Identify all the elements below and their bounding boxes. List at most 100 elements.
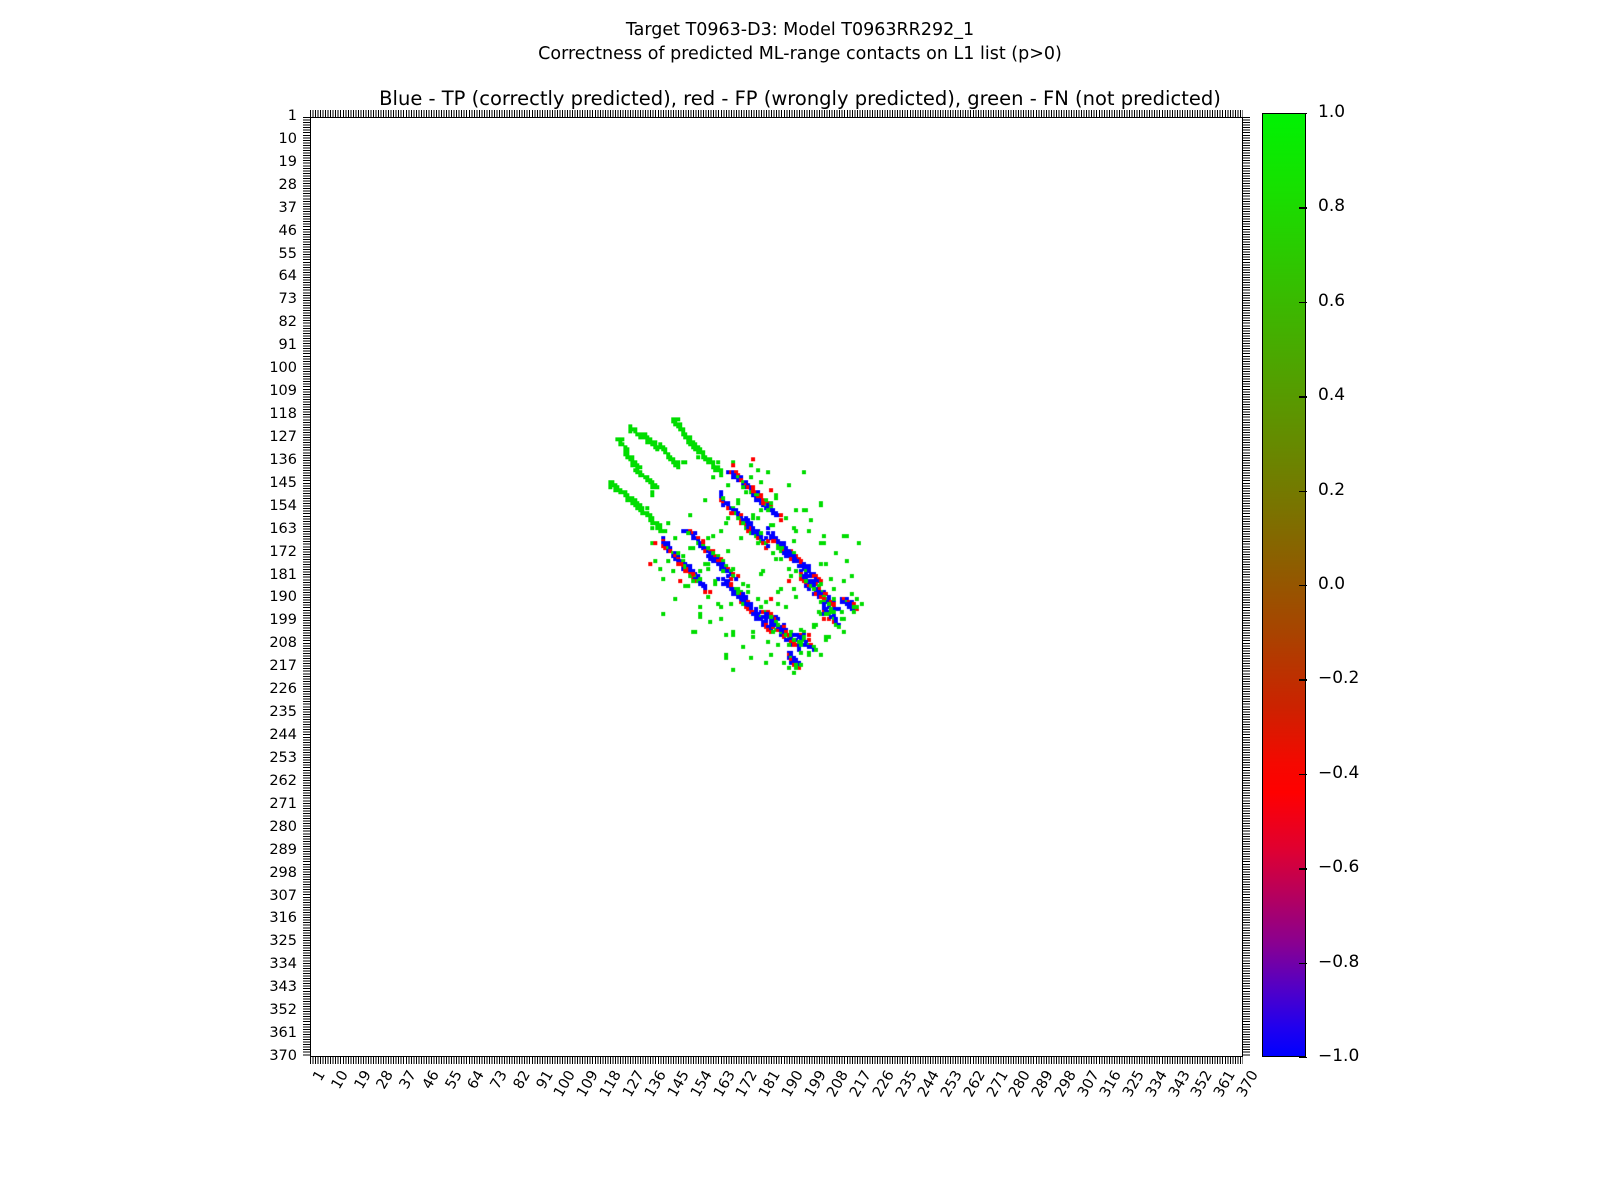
colorbar-tick-value: −0.8	[1318, 951, 1360, 972]
y-tick-value: 145	[269, 474, 297, 491]
x-tick-label: 1	[310, 1068, 329, 1084]
y-axis-right-minor-ticks	[1243, 117, 1250, 1057]
y-tick-value: 316	[269, 910, 297, 927]
y-tick-value: 181	[269, 566, 297, 583]
colorbar-tick-value: −0.4	[1318, 762, 1360, 783]
y-tick-value: 253	[269, 749, 297, 766]
figure-title: Target T0963-D3: Model T0963RR292_1 Corr…	[0, 18, 1600, 66]
colorbar-tick-value: −0.2	[1318, 668, 1360, 689]
color-legend-caption: Blue - TP (correctly predicted), red - F…	[379, 87, 1221, 110]
colorbar-tick-mark	[1299, 962, 1307, 964]
y-tick-value: 190	[269, 589, 297, 606]
x-tick-label: 19	[351, 1068, 375, 1092]
x-tick-label: 253	[938, 1068, 967, 1100]
x-tick-label: 46	[419, 1068, 443, 1092]
colorbar-tick-mark	[1299, 207, 1307, 209]
x-tick-label: 361	[1211, 1068, 1240, 1100]
y-tick-value: 73	[278, 291, 297, 308]
y-tick-value: 361	[269, 1025, 297, 1042]
y-tick-value: 244	[269, 727, 297, 744]
x-tick-label: 181	[756, 1068, 784, 1100]
y-tick-value: 19	[278, 153, 297, 170]
colorbar-gradient	[1263, 114, 1305, 1056]
y-tick-value: 325	[269, 933, 297, 950]
colorbar-tick-value: −1.0	[1318, 1046, 1360, 1066]
x-tick-label: 235	[892, 1068, 921, 1100]
y-tick-value: 307	[269, 887, 297, 904]
y-tick-value: 91	[278, 337, 297, 354]
y-tick-value: 10	[278, 130, 297, 147]
x-tick-label: 100	[551, 1068, 580, 1100]
y-tick-value: 343	[269, 979, 297, 996]
x-tick-label: 271	[983, 1068, 1012, 1100]
colorbar-tick-value: 0.4	[1318, 385, 1346, 406]
x-tick-label: 136	[642, 1068, 671, 1100]
plot-area[interactable]	[310, 117, 1243, 1057]
colorbar-tick-mark	[1299, 396, 1307, 398]
y-tick-value: 1	[287, 108, 297, 124]
x-tick-label: 154	[688, 1068, 716, 1100]
x-tick-label: 334	[1143, 1068, 1171, 1100]
x-tick-label: 109	[574, 1068, 602, 1100]
y-tick-value: 55	[278, 245, 297, 262]
contact-map-canvas[interactable]	[311, 118, 1242, 1056]
y-tick-value: 127	[269, 428, 297, 445]
colorbar[interactable]	[1262, 113, 1306, 1057]
y-tick-value: 262	[269, 772, 297, 789]
y-tick-value: 64	[278, 268, 297, 285]
y-axis-left-minor-ticks	[303, 117, 310, 1057]
x-tick-label: 145	[665, 1068, 693, 1100]
y-tick-value: 100	[269, 360, 297, 377]
x-tick-label: 289	[1029, 1068, 1058, 1100]
x-tick-label: 217	[847, 1068, 875, 1100]
colorbar-tick-mark	[1299, 585, 1307, 587]
colorbar-tick-mark	[1299, 868, 1307, 870]
colorbar-tick-mark	[1299, 1057, 1307, 1059]
x-tick-label: 352	[1188, 1068, 1217, 1100]
x-axis-bottom-minor-ticks	[310, 1057, 1243, 1064]
y-tick-value: 109	[269, 383, 297, 400]
x-tick-label: 64	[465, 1068, 489, 1092]
y-tick-value: 118	[269, 406, 297, 423]
colorbar-tick-value: 0.2	[1318, 479, 1346, 500]
x-tick-label: 172	[733, 1068, 762, 1100]
title-line-2: Correctness of predicted ML-range contac…	[538, 44, 1062, 64]
x-axis-top-minor-ticks	[310, 110, 1243, 117]
y-tick-value: 28	[278, 176, 297, 193]
y-tick-value: 172	[269, 543, 297, 560]
x-tick-label: 298	[1052, 1068, 1080, 1100]
x-tick-label: 28	[374, 1068, 398, 1092]
y-tick-value: 280	[269, 818, 297, 835]
colorbar-tick-value: 0.0	[1318, 574, 1346, 594]
y-tick-value: 46	[278, 222, 297, 239]
y-tick-value: 208	[269, 635, 297, 652]
x-tick-label: 208	[824, 1068, 853, 1100]
y-tick-value: 217	[269, 658, 297, 675]
x-tick-label: 127	[619, 1068, 648, 1100]
x-tick-label: 190	[779, 1068, 807, 1100]
y-tick-value: 298	[269, 864, 297, 881]
colorbar-tick-mark	[1299, 113, 1307, 115]
y-tick-value: 163	[269, 520, 297, 537]
x-tick-label: 10	[328, 1068, 352, 1092]
x-tick-label: 73	[487, 1068, 511, 1092]
colorbar-tick-mark	[1299, 490, 1307, 492]
colorbar-tick-value: −0.6	[1318, 857, 1360, 878]
y-tick-value: 199	[269, 612, 297, 629]
colorbar-tick-value: 0.6	[1318, 290, 1346, 311]
colorbar-tick-mark	[1299, 679, 1307, 681]
x-tick-label: 280	[1006, 1068, 1035, 1100]
x-tick-label: 118	[596, 1068, 625, 1100]
y-tick-value: 136	[269, 451, 297, 468]
x-tick-label: 370	[1234, 1068, 1262, 1100]
x-tick-label: 262	[961, 1068, 989, 1100]
x-tick-label: 199	[801, 1068, 830, 1100]
x-tick-label: 37	[396, 1068, 420, 1092]
y-tick-value: 235	[269, 704, 297, 721]
x-tick-label: 163	[710, 1068, 739, 1100]
y-tick-value: 289	[269, 841, 297, 858]
x-tick-label: 307	[1074, 1068, 1103, 1100]
y-tick-value: 334	[269, 956, 297, 973]
y-tick-value: 226	[269, 681, 297, 698]
